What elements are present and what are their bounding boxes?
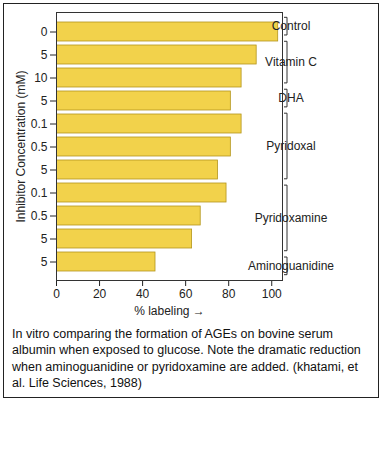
svg-text:40: 40	[136, 287, 150, 301]
svg-text:10: 10	[34, 71, 48, 85]
svg-text:0.5: 0.5	[31, 209, 48, 223]
svg-text:0: 0	[53, 287, 60, 301]
svg-text:5: 5	[41, 255, 48, 269]
svg-text:80: 80	[222, 287, 236, 301]
svg-text:5: 5	[41, 48, 48, 62]
svg-text:0.1: 0.1	[31, 186, 48, 200]
svg-text:Pyridoxal: Pyridoxal	[266, 139, 315, 153]
svg-text:0.1: 0.1	[31, 117, 48, 131]
svg-text:Control: Control	[272, 19, 311, 33]
svg-text:20: 20	[93, 287, 107, 301]
svg-text:0: 0	[41, 25, 48, 39]
svg-text:0.5: 0.5	[31, 140, 48, 154]
svg-text:Aminoguanidine: Aminoguanidine	[248, 259, 334, 273]
svg-text:% labeling →: % labeling →	[134, 304, 205, 318]
svg-text:Inhibitor Concentration (mM): Inhibitor Concentration (mM)	[14, 70, 28, 222]
html-text:In vitro comparing the formati: In vitro comparing the formation of AGEs…	[12, 327, 361, 390]
svg-text:60: 60	[179, 287, 193, 301]
svg-text:Vitamin C: Vitamin C	[265, 55, 317, 69]
svg-text:Pyridoxamine: Pyridoxamine	[255, 211, 328, 225]
svg-text:100: 100	[262, 287, 282, 301]
svg-text:5: 5	[41, 94, 48, 108]
svg-text:5: 5	[41, 232, 48, 246]
svg-text:DHA: DHA	[278, 91, 303, 105]
svg-text:5: 5	[41, 163, 48, 177]
